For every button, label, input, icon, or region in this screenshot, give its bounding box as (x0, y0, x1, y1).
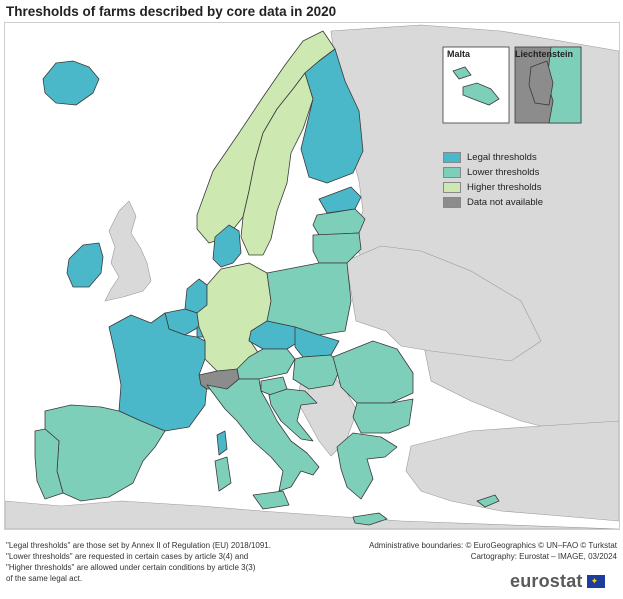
ireland (66, 242, 104, 288)
hungary (292, 354, 342, 390)
sweden (240, 72, 314, 256)
liechtenstein-inset (514, 46, 582, 124)
eu-flag-icon: ✦ (586, 575, 605, 588)
legend-swatch-higher (443, 181, 461, 193)
turkey-land (405, 420, 619, 522)
legend-item-na: Data not available (443, 195, 543, 209)
romania (332, 340, 414, 404)
legend-swatch-lower (443, 166, 461, 178)
sardinia (214, 456, 232, 492)
credit-boundaries: Administrative boundaries: © EuroGeograp… (368, 541, 617, 550)
europe-map (5, 24, 619, 529)
legend-item-higher: Higher thresholds (443, 180, 543, 194)
footnote: "Legal thresholds" are those set by Anne… (6, 540, 316, 584)
credits: Administrative boundaries: © EuroGeograp… (355, 540, 617, 562)
denmark (212, 224, 242, 268)
croatia (268, 388, 318, 442)
portugal (34, 428, 64, 500)
corsica (216, 430, 228, 456)
legend-label-na: Data not available (467, 196, 544, 208)
footnote-line: "Legal thresholds" are those set by Anne… (6, 541, 271, 550)
britain-land (104, 200, 152, 302)
map-frame (4, 22, 620, 530)
legend-swatch-legal (443, 151, 461, 163)
gozo-island (452, 66, 472, 80)
footnote-line: "Higher thresholds" are allowed under ce… (6, 563, 256, 572)
map-title: Thresholds of farms described by core da… (6, 4, 337, 19)
malta-island (462, 82, 500, 106)
bulgaria (352, 398, 414, 434)
belarus-ukraine-land (345, 245, 542, 362)
sicily (252, 490, 290, 510)
poland (266, 262, 352, 336)
malta-inset-label: Malta (447, 49, 471, 59)
north-africa-land (5, 500, 619, 529)
liechtenstein-area (528, 60, 554, 106)
legend-item-lower: Lower thresholds (443, 165, 543, 179)
legend-swatch-na (443, 196, 461, 208)
iceland (42, 60, 100, 106)
eurostat-logo: eurostat ✦ (510, 571, 605, 592)
legend-item-legal: Legal thresholds (443, 150, 543, 164)
estonia (318, 186, 362, 214)
legend-label-lower: Lower thresholds (467, 166, 540, 178)
latvia (312, 208, 366, 236)
footnote-line: of the same legal act. (6, 574, 83, 583)
eurostat-wordmark: eurostat (510, 571, 583, 591)
footnote-line: "Lower thresholds" are requested in cert… (6, 552, 249, 561)
credit-cartography: Cartography: Eurostat – IMAGE, 03/2024 (470, 552, 617, 561)
crete (352, 512, 388, 526)
legend-label-higher: Higher thresholds (467, 181, 542, 193)
italy (206, 378, 320, 492)
greece (336, 432, 398, 500)
legend-label-legal: Legal thresholds (467, 151, 537, 163)
finland (300, 48, 364, 184)
cyprus (476, 494, 500, 508)
liechtenstein-inset-label: Liechtenstein (515, 49, 574, 59)
map-legend: Legal thresholds Lower thresholds Higher… (443, 150, 543, 210)
malta-inset (442, 46, 510, 124)
